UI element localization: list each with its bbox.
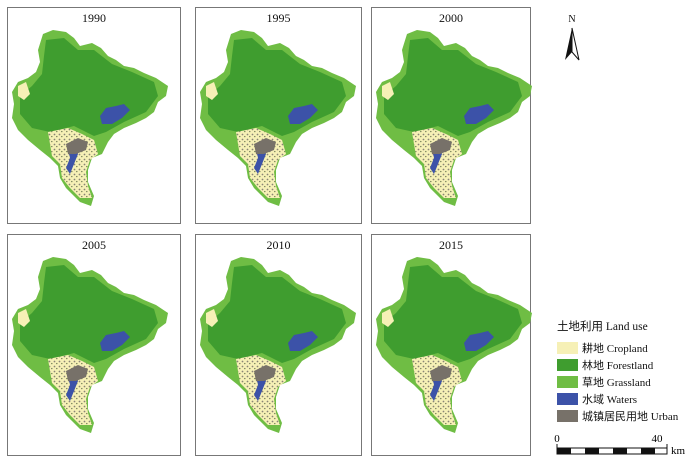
legend-item-urban: 城镇居民用地 Urban	[557, 407, 700, 424]
legend-label: 林地 Forestland	[582, 359, 654, 372]
map-panel-2000: 2000	[371, 7, 532, 224]
legend-label: 城镇居民用地 Urban	[582, 410, 679, 423]
land-use-map-2000	[376, 30, 532, 206]
legend-swatch-cropland	[557, 341, 578, 354]
north-arrow: N	[557, 14, 587, 66]
land-use-map-2010	[200, 257, 356, 433]
land-use-map-1995	[200, 30, 356, 206]
legend-swatch-waters	[557, 392, 578, 405]
legend-item-grassland: 草地 Grassland	[557, 373, 700, 390]
scale-end-label: 40	[652, 433, 664, 445]
scale-bar-graphic: 0 40 km	[554, 433, 686, 457]
scale-start-label: 0	[554, 433, 560, 445]
map-panel-2005: 2005	[7, 234, 181, 456]
panel-year-label: 1990	[82, 11, 106, 25]
legend-label: 水域 Waters	[582, 393, 638, 406]
map-panel-1990: 1990	[7, 7, 181, 224]
legend-item-waters: 水域 Waters	[557, 390, 700, 407]
panel-year-label: 1995	[266, 11, 291, 25]
panel-year-label: 2015	[439, 238, 463, 252]
legend-title: 土地利用 Land use	[557, 321, 648, 333]
legend-item-forestland: 林地 Forestland	[557, 356, 700, 373]
legend-label: 草地 Grassland	[582, 376, 651, 389]
land-use-map-2015	[376, 257, 532, 433]
panel-year-label: 2005	[82, 238, 106, 252]
legend: 土地利用 Land use 耕地 Cropland 林地 Forestland …	[557, 318, 700, 424]
north-arrow-icon	[565, 27, 580, 61]
legend-swatch-grassland	[557, 375, 578, 388]
land-use-map-2005	[12, 257, 168, 433]
map-panel-2015: 2015	[371, 234, 532, 456]
legend-item-cropland: 耕地 Cropland	[557, 339, 700, 356]
scale-unit-label: km	[671, 445, 686, 457]
legend-swatch-urban	[557, 409, 578, 422]
north-label: N	[568, 14, 576, 25]
panel-year-label: 2010	[266, 238, 291, 252]
legend-label: 耕地 Cropland	[582, 342, 648, 355]
legend-swatch-forestland	[557, 358, 578, 371]
scale-bar: 0 40 km	[553, 432, 693, 458]
map-panel-1995: 1995	[195, 7, 362, 224]
land-use-map-1990	[12, 30, 168, 206]
map-panel-2010: 2010	[195, 234, 362, 456]
panel-year-label: 2000	[439, 11, 463, 25]
